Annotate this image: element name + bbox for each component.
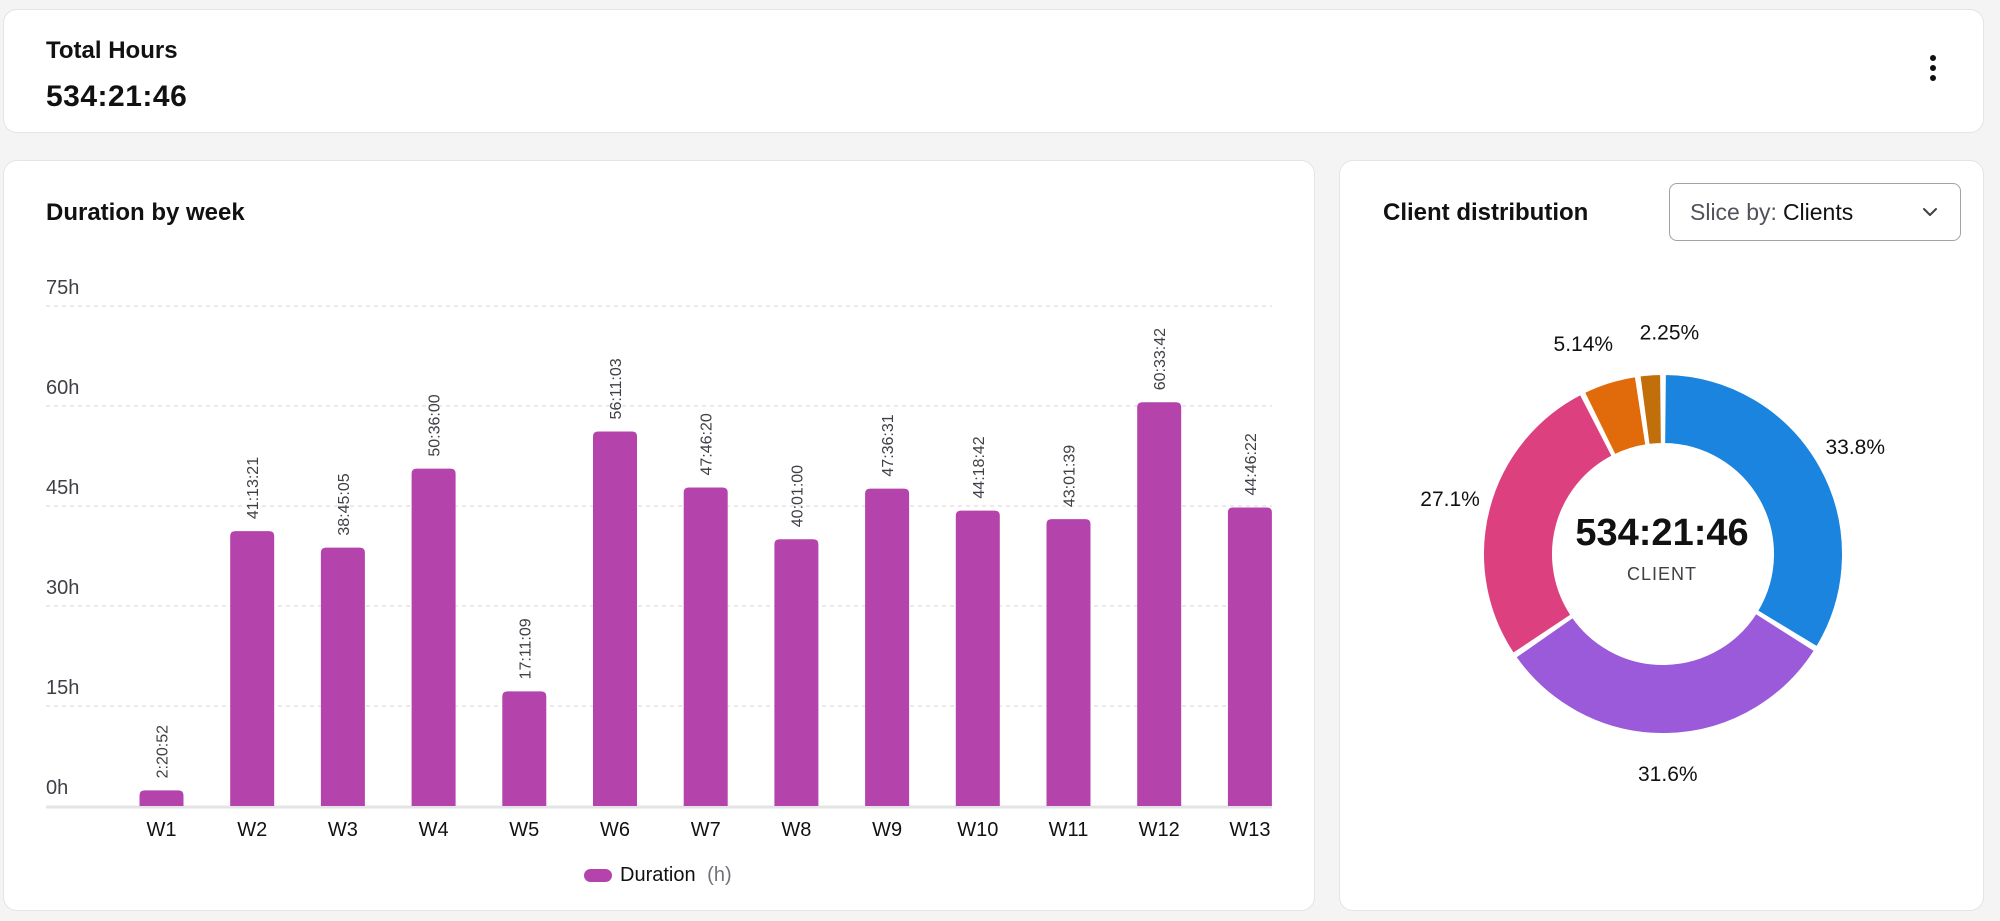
bar-w11[interactable] [1046,519,1091,806]
donut-slice[interactable] [1482,392,1615,656]
x-tick-label: W12 [1139,819,1180,841]
duration-by-week-card: Duration by week 0h 15h 30h 45h 60h 75h 2:20:… [3,160,1315,911]
week-chart-title: Duration by week [46,199,245,226]
bar-w6[interactable] [593,431,637,806]
bar-value-label: 17:11:09 [517,618,534,679]
chart-legend: Duration (h) [584,864,732,886]
x-tick-label: W11 [1049,819,1089,841]
donut-center-label: CLIENT [1627,564,1697,584]
bar-value-label: 41:13:21 [245,457,262,519]
duration-bar-chart: 0h 15h 30h 45h 60h 75h 2:20:52 41:13:21 38:45:0… [46,277,1272,886]
x-tick-layer: W1 W2 W3 W4 W5 W6 W7 W8 W9 W10 W11 W12 W13 [147,819,1271,841]
x-tick-label: W13 [1229,819,1270,841]
legend-label[interactable]: Duration (h) [620,864,732,886]
y-tick-label: 60h [46,377,79,399]
x-tick-label: W2 [237,819,267,841]
kebab-dot [1930,65,1936,71]
slice-percent-label: 31.6% [1638,763,1698,786]
bar-value-label: 56:11:03 [608,358,625,419]
slice-by-select[interactable]: Slice by: Clients [1669,183,1961,241]
y-tick-label: 45h [46,477,79,499]
slice-percent-label: 27.1% [1420,488,1480,511]
bar-w2[interactable] [230,531,275,806]
x-tick-label: W5 [509,819,539,841]
x-tick-label: W9 [872,819,902,841]
slice-label-layer: 33.8% 31.6% 27.1% 5.14% 2.25% [1420,322,1885,786]
bar-layer: 2:20:52 41:13:21 38:45:05 50:36:00 17:11:09 5… [139,328,1272,806]
y-tick-label: 75h [46,277,79,299]
client-distribution-card: Client distribution Slice by: Clients 33… [1339,160,1984,911]
client-chart-title: Client distribution [1383,199,1589,226]
bar-value-label: 60:33:42 [1152,328,1169,390]
bar-w13[interactable] [1227,507,1272,806]
bar-value-label: 38:45:05 [336,473,353,535]
bar-value-label: 50:36:00 [427,394,444,456]
bar-value-label: 40:01:00 [789,465,806,527]
bar-w1[interactable] [139,790,184,806]
bar-w7[interactable] [683,487,728,806]
x-tick-label: W10 [957,819,998,841]
bar-value-label: 44:46:22 [1243,433,1260,495]
bar-value-label: 43:01:39 [1062,445,1079,507]
x-tick-label: W3 [328,819,358,841]
x-tick-label: W7 [691,819,721,841]
slice-percent-label: 5.14% [1554,333,1614,356]
legend-series-name: Duration [620,864,696,886]
donut-slice[interactable] [1663,372,1844,649]
donut-slice[interactable] [1513,611,1817,735]
total-hours-title: Total Hours [46,37,178,64]
y-tick-label: 30h [46,577,79,599]
kebab-dot [1930,75,1936,81]
bar-value-label: 44:18:42 [971,436,988,498]
bar-w12[interactable] [1137,402,1182,806]
donut-slice[interactable] [1638,372,1663,447]
donut-slice[interactable] [1582,374,1648,457]
bar-w9[interactable] [865,488,910,806]
total-hours-value: 534:21:46 [46,80,188,113]
legend-series-unit: (h) [707,864,731,886]
donut-center-value: 534:21:46 [1575,512,1748,554]
total-hours-card: Total Hours 534:21:46 [3,9,1984,133]
x-tick-label: W1 [147,819,177,841]
bar-value-label: 47:46:20 [699,413,716,475]
chevron-down-icon [1923,208,1937,216]
bar-w10[interactable] [955,510,1000,806]
grid-layer: 0h 15h 30h 45h 60h 75h [46,277,1272,809]
x-tick-label: W8 [781,819,811,841]
bar-value-label: 47:36:31 [880,414,897,476]
slice-layer [1482,372,1844,735]
bar-value-label: 2:20:52 [155,725,172,778]
x-tick-label: W6 [600,819,630,841]
bar-w4[interactable] [411,468,456,806]
slice-by-value: Clients [1782,198,1854,225]
bar-w8[interactable] [774,539,819,806]
bar-w3[interactable] [320,547,365,806]
kebab-dot [1930,55,1936,61]
slice-percent-label: 33.8% [1825,436,1885,459]
bar-w5[interactable] [502,691,547,806]
slice-percent-label: 2.25% [1640,322,1700,345]
y-tick-label: 0h [46,777,68,799]
y-tick-label: 15h [46,677,79,699]
legend-swatch[interactable] [584,869,612,882]
more-vertical-icon[interactable] [1925,55,1941,91]
client-donut-chart: 33.8% 31.6% 27.1% 5.14% 2.25% 534:21:46 CLIE… [1420,322,1885,786]
slice-by-prefix: Slice by: [1690,198,1777,225]
x-tick-label: W4 [419,819,449,841]
